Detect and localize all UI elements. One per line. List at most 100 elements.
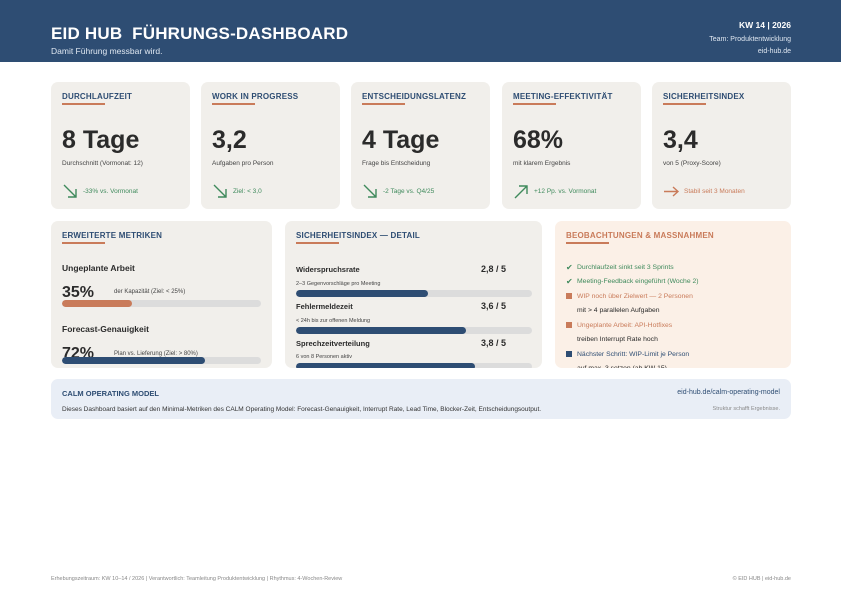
check-icon: ✔ bbox=[566, 262, 573, 272]
progress-track bbox=[62, 357, 261, 364]
footer-copyright: © EID HUB | eid-hub.de bbox=[732, 576, 791, 582]
accent-underline bbox=[513, 103, 556, 105]
kpi-label: WORK IN PROGRESS bbox=[212, 92, 299, 101]
kpi-description: mit klarem Ergebnis bbox=[513, 160, 571, 167]
site-link[interactable]: eid-hub.de bbox=[757, 48, 791, 55]
metric-value: 35% bbox=[62, 284, 95, 301]
observation-item: ✔ Durchlaufzeit sinkt seit 3 Sprints bbox=[566, 260, 783, 275]
observations-panel: BEOBACHTUNGEN & MASSNAHMEN ✔ Durchlaufzei… bbox=[555, 221, 791, 368]
safety-item-note: 6 von 8 Personen aktiv bbox=[296, 354, 352, 360]
observation-item: Nächster Schritt: WIP-Limit je Person bbox=[566, 347, 783, 362]
metric-note: Plan vs. Lieferung (Ziel: > 80%) bbox=[114, 351, 198, 357]
panel-title: BEOBACHTUNGEN & MASSNAHMEN bbox=[566, 231, 714, 240]
extended-metrics-panel: ERWEITERTE METRIKEN Ungeplante Arbeit 35… bbox=[51, 221, 272, 368]
kpi-card-sicherheitsindex: SICHERHEITSINDEX 3,4 von 5 (Proxy-Score)… bbox=[652, 82, 791, 209]
progress-track bbox=[296, 327, 532, 334]
square-bullet-icon bbox=[566, 321, 577, 330]
kpi-description: Durchschnitt (Vormonat: 12) bbox=[62, 160, 143, 167]
accent-underline bbox=[62, 242, 105, 244]
progress-fill bbox=[296, 327, 466, 334]
safety-item-score: 3,6 / 5 bbox=[481, 301, 507, 311]
kpi-trend: -2 Tage vs. Q4/25 bbox=[362, 182, 434, 200]
panel-title: ERWEITERTE METRIKEN bbox=[62, 231, 163, 240]
observation-text: Nächster Schritt: WIP-Limit je Person bbox=[577, 350, 690, 358]
metric-name: Forecast-Genauigkeit bbox=[62, 324, 149, 334]
kpi-label: MEETING-EFFEKTIVITÄT bbox=[513, 92, 613, 101]
safety-item-name: Fehlermeldezeit bbox=[296, 302, 353, 311]
page-subtitle: Damit Führung messbar wird. bbox=[51, 46, 163, 56]
kpi-value: 8 Tage bbox=[62, 126, 140, 154]
calendar-week: KW 14 | 2026 bbox=[739, 20, 791, 30]
kpi-value: 3,4 bbox=[663, 126, 698, 154]
calm-description: Dieses Dashboard basiert auf den Minimal… bbox=[62, 406, 542, 413]
kpi-trend: Stabil seit 3 Monaten bbox=[663, 182, 745, 200]
observations-list: ✔ Durchlaufzeit sinkt seit 3 Sprints ✔ Meet… bbox=[566, 260, 783, 368]
kpi-description: Frage bis Entscheidung bbox=[362, 160, 431, 167]
calm-link[interactable]: eid-hub.de/calm-operating-model bbox=[677, 389, 780, 396]
page-title: EID HUB FÜHRUNGS-DASHBOARD bbox=[51, 24, 349, 43]
arrow-right-icon bbox=[664, 185, 680, 197]
safety-detail-panel: SICHERHEITSINDEX — DETAIL Widerspruchsra… bbox=[285, 221, 542, 368]
square-bullet-icon bbox=[566, 350, 577, 359]
safety-item-name: Sprechzeitverteilung bbox=[296, 339, 370, 348]
accent-underline bbox=[663, 103, 706, 105]
kpi-value: 68% bbox=[513, 126, 564, 154]
metric-name: Ungeplante Arbeit bbox=[62, 263, 135, 273]
observation-item: ✔ Meeting-Feedback eingeführt (Woche 2) bbox=[566, 275, 783, 290]
panel-title: SICHERHEITSINDEX — DETAIL bbox=[296, 231, 420, 240]
progress-track bbox=[296, 290, 532, 297]
accent-underline bbox=[296, 242, 339, 244]
observation-text: mit > 4 parallelen Aufgaben bbox=[577, 307, 660, 315]
observation-text: auf max. 3 setzen (ab KW 15) bbox=[577, 365, 667, 368]
kpi-value: 3,2 bbox=[212, 126, 247, 154]
kpi-trend-text: -33% vs. Vormonat bbox=[83, 187, 138, 195]
observation-text: Ungeplante Arbeit: API-Hotfixes bbox=[577, 321, 673, 329]
kpi-value: 4 Tage bbox=[362, 126, 440, 154]
metric-note: der Kapazität (Ziel: < 25%) bbox=[114, 289, 186, 295]
accent-underline bbox=[62, 103, 105, 105]
arrow-down-right-icon bbox=[213, 184, 227, 198]
accent-underline bbox=[362, 103, 405, 105]
kpi-card-meeting-effektivitaet: MEETING-EFFEKTIVITÄT 68% mit klarem Erge… bbox=[502, 82, 641, 209]
progress-track bbox=[296, 363, 532, 368]
kpi-trend: +12 Pp. vs. Vormonat bbox=[513, 182, 596, 200]
calm-title: CALM OPERATING MODEL bbox=[62, 389, 159, 398]
observation-item: auf max. 3 setzen (ab KW 15) bbox=[566, 362, 783, 368]
kpi-card-entscheidungslatenz: ENTSCHEIDUNGSLATENZ 4 Tage Frage bis Ent… bbox=[351, 82, 490, 209]
progress-fill bbox=[62, 300, 132, 307]
calm-model-banner: CALM OPERATING MODEL eid-hub.de/calm-ope… bbox=[51, 379, 791, 419]
kpi-trend: -33% vs. Vormonat bbox=[62, 182, 138, 200]
observation-item: WIP noch über Zielwert — 2 Personen bbox=[566, 289, 783, 304]
safety-item-note: 2–3 Gegenvorschläge pro Meeting bbox=[296, 281, 381, 287]
progress-track bbox=[62, 300, 261, 307]
check-icon: ✔ bbox=[566, 277, 573, 287]
progress-fill bbox=[296, 363, 476, 368]
kpi-trend-text: +12 Pp. vs. Vormonat bbox=[534, 187, 597, 195]
kpi-label: SICHERHEITSINDEX bbox=[663, 92, 745, 101]
observation-item: Ungeplante Arbeit: API-Hotfixes bbox=[566, 318, 783, 333]
safety-item-score: 3,8 / 5 bbox=[481, 338, 507, 348]
kpi-label: DURCHLAUFZEIT bbox=[62, 92, 133, 101]
safety-item-name: Widerspruchsrate bbox=[296, 265, 360, 274]
progress-fill bbox=[296, 290, 429, 297]
safety-item-score: 2,8 / 5 bbox=[481, 264, 507, 274]
progress-fill bbox=[62, 357, 206, 364]
kpi-trend-text: -2 Tage vs. Q4/25 bbox=[383, 187, 435, 195]
footer-info: Erhebungszeitraum: KW 10–14 / 2026 | Ver… bbox=[51, 576, 343, 582]
kpi-trend: Ziel: < 3,0 bbox=[212, 182, 262, 200]
observation-item: treiben Interrupt Rate hoch bbox=[566, 333, 783, 348]
square-bullet-icon bbox=[566, 292, 577, 301]
kpi-description: Aufgaben pro Person bbox=[212, 160, 274, 167]
arrow-up-right-icon bbox=[514, 184, 528, 198]
observation-text: WIP noch über Zielwert — 2 Personen bbox=[577, 292, 693, 300]
observation-item: mit > 4 parallelen Aufgaben bbox=[566, 304, 783, 319]
safety-item-note: < 24h bis zur offenen Meldung bbox=[296, 318, 371, 324]
kpi-trend-text: Ziel: < 3,0 bbox=[233, 187, 262, 195]
team-label: Team: Produktentwicklung bbox=[709, 36, 791, 43]
kpi-card-wip: WORK IN PROGRESS 3,2 Aufgaben pro Person… bbox=[201, 82, 340, 209]
dashboard-header: EID HUB FÜHRUNGS-DASHBOARD Damit Führung… bbox=[0, 0, 841, 62]
kpi-card-durchlaufzeit: DURCHLAUFZEIT 8 Tage Durchschnitt (Vormo… bbox=[51, 82, 190, 209]
calm-slogan: Struktur schafft Ergebnisse. bbox=[712, 406, 780, 412]
observation-text: Meeting-Feedback eingeführt (Woche 2) bbox=[577, 278, 699, 286]
kpi-label: ENTSCHEIDUNGSLATENZ bbox=[362, 92, 467, 101]
